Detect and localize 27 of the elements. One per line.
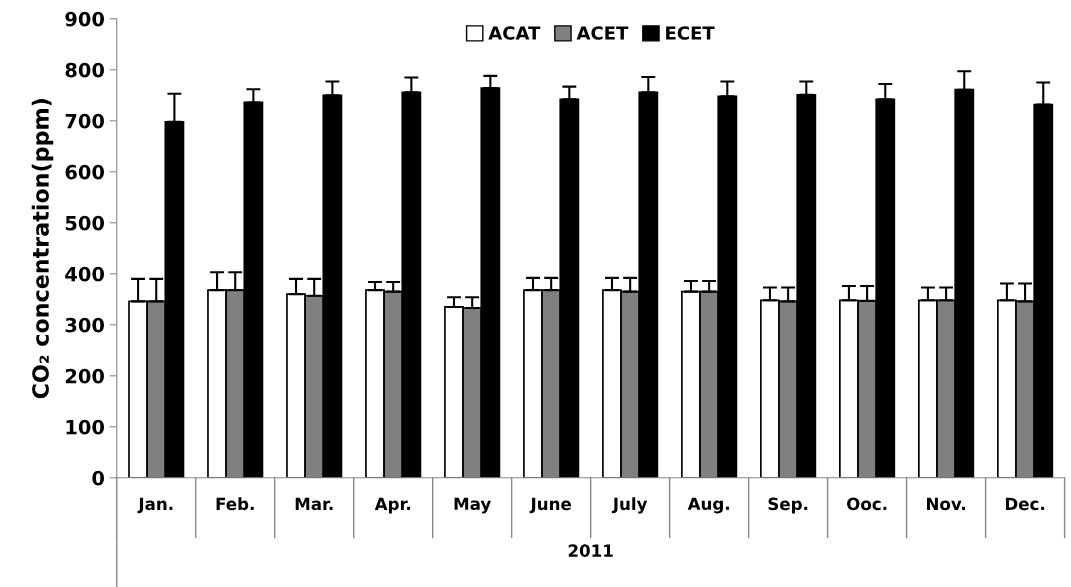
- x-tick-label: Sep.: [768, 497, 808, 514]
- y-tick-label: 100: [66, 419, 104, 435]
- x-tick-label: July: [611, 497, 648, 514]
- x-tick-label: Feb.: [216, 497, 254, 511]
- y-tick-label: 900: [65, 11, 104, 27]
- legend-label: ACAT: [488, 26, 541, 40]
- x-tick-label: Dec.: [1005, 497, 1045, 511]
- x-tick-label: Apr.: [374, 497, 410, 514]
- y-tick-label: 700: [65, 113, 104, 129]
- x-tick-label: Aug.: [687, 497, 729, 514]
- y-tick-label: 0: [92, 470, 104, 486]
- y-tick-label: 200: [65, 368, 104, 384]
- x-tick-label: May: [454, 497, 491, 514]
- y-tick-label: 600: [65, 164, 104, 180]
- legend-label: ACET: [576, 26, 629, 40]
- y-tick-label: 800: [65, 62, 104, 78]
- legend-label: ECET: [666, 26, 715, 40]
- x-tick-label: Mar.: [295, 497, 333, 511]
- y-tick-label: 500: [65, 215, 104, 231]
- y-tick-label: 300: [65, 317, 104, 333]
- y-tick-label: 400: [65, 266, 104, 282]
- x-tick-label: June: [529, 497, 571, 514]
- y-axis-title: CO₂ concentration(ppm): [31, 99, 54, 399]
- x-tick-label: Nov.: [927, 497, 966, 511]
- x-tick-label: Jan.: [137, 497, 173, 514]
- x-tick-label: Ooc.: [847, 497, 887, 511]
- x-axis-title: 2011: [568, 544, 613, 557]
